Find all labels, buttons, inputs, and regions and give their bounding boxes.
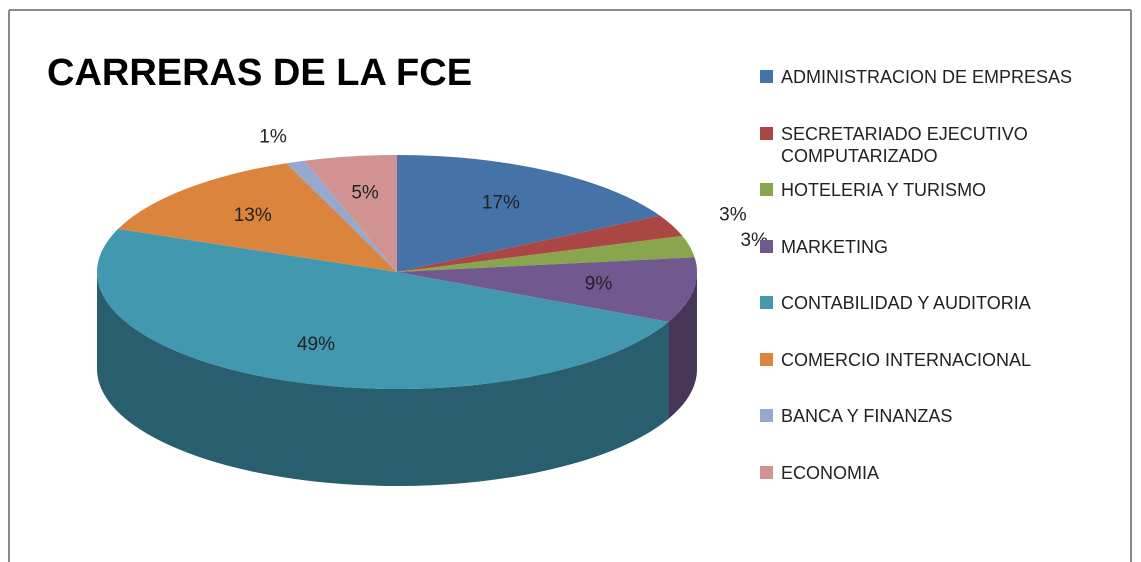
pie-side xyxy=(96,272,669,486)
legend-swatch xyxy=(760,183,773,196)
data-label: 5% xyxy=(351,182,379,203)
legend-item: ECONOMIA xyxy=(760,462,1100,484)
legend-swatch xyxy=(760,465,773,479)
legend-swatch xyxy=(760,352,773,366)
data-label: 17% xyxy=(482,193,520,214)
legend-swatch xyxy=(760,296,773,309)
data-label: 13% xyxy=(234,205,272,226)
legend-item: MARKETING xyxy=(760,236,1100,258)
legend-label: HOTELERIA Y TURISMO xyxy=(781,180,987,200)
legend-label: SECRETARIADO EJECUTIVO COMPUTARIZADO xyxy=(781,123,1028,166)
data-label: 49% xyxy=(297,334,335,355)
legend-label: MARKETING xyxy=(781,236,889,257)
data-labels: 17%3%3%9%49%13%1%5% xyxy=(234,127,768,355)
legend-item: HOTELERIA Y TURISMO xyxy=(760,179,1100,201)
legend-swatch xyxy=(760,239,773,253)
legend-label: CONTABILIDAD Y AUDITORIA xyxy=(781,293,1031,313)
pie-tops xyxy=(97,155,698,389)
pie-slice xyxy=(397,155,660,272)
legend-swatch xyxy=(760,126,773,140)
legend-item: ADMINISTRACION DE EMPRESAS xyxy=(760,66,1100,88)
pie-slice xyxy=(397,215,683,272)
legend-label: ADMINISTRACION DE EMPRESAS xyxy=(781,67,1073,87)
pie-slice xyxy=(397,257,698,322)
legend-item: SECRETARIADO EJECUTIVO COMPUTARIZADO xyxy=(760,123,1100,167)
pie-slice xyxy=(97,228,669,389)
pie-side xyxy=(668,272,697,419)
legend-label: BANCA Y FINANZAS xyxy=(781,406,953,426)
pie-sides xyxy=(96,272,697,486)
pie-slice xyxy=(397,235,695,272)
data-label: 9% xyxy=(585,273,613,294)
legend-item: COMERCIO INTERNACIONAL xyxy=(760,349,1100,371)
pie-slice xyxy=(118,163,398,272)
legend-label: COMERCIO INTERNACIONAL xyxy=(781,349,1032,370)
legend-item: CONTABILIDAD Y AUDITORIA xyxy=(760,292,1100,314)
pie-slice xyxy=(286,160,397,272)
legend-swatch xyxy=(760,409,773,422)
legend-swatch xyxy=(760,70,773,83)
data-label: 1% xyxy=(259,127,287,148)
data-label: 3% xyxy=(719,204,747,225)
chart-title: CARRERAS DE LA FCE xyxy=(47,52,472,94)
pie-slice xyxy=(304,155,397,272)
legend-label: ECONOMIA xyxy=(781,462,880,483)
legend-item: BANCA Y FINANZAS xyxy=(760,405,1100,427)
